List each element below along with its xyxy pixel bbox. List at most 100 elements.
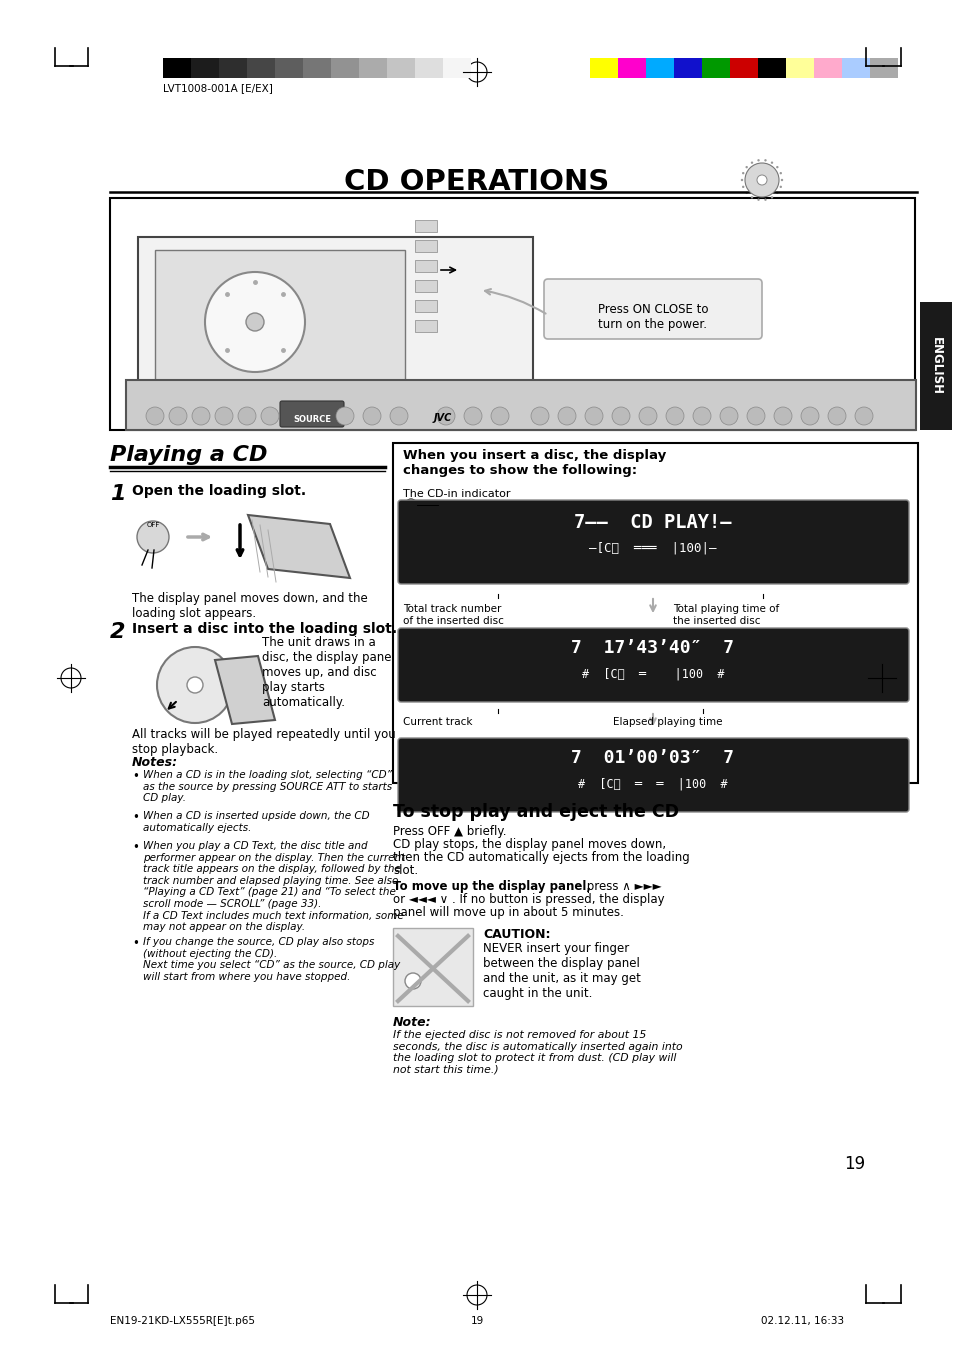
Text: slot.: slot.	[393, 865, 417, 877]
Text: •: •	[132, 811, 139, 824]
Circle shape	[776, 166, 778, 169]
Circle shape	[770, 196, 772, 199]
Text: Press ON CLOSE to
turn on the power.: Press ON CLOSE to turn on the power.	[598, 303, 707, 331]
Bar	[415, 240, 436, 253]
Bar	[358, 58, 387, 78]
Circle shape	[436, 407, 455, 426]
Circle shape	[780, 178, 782, 181]
Polygon shape	[248, 515, 350, 578]
Text: #  [Cי  ═    |100  #: # [Cי ═ |100 #	[581, 667, 723, 680]
Circle shape	[169, 407, 187, 426]
Bar	[813, 58, 841, 78]
Bar	[415, 300, 436, 312]
Circle shape	[584, 407, 602, 426]
Bar	[393, 928, 473, 1006]
Polygon shape	[214, 657, 274, 724]
Text: •: •	[132, 842, 139, 854]
Text: The CD-in indicator: The CD-in indicator	[402, 489, 510, 499]
Text: —[Cי  ═══  |100|—: —[Cי ═══ |100|—	[589, 540, 716, 554]
Text: Elapsed playing time: Elapsed playing time	[613, 717, 721, 727]
Text: 7——  CD PLAY!—: 7—— CD PLAY!—	[574, 513, 731, 532]
Bar	[387, 58, 415, 78]
Bar	[785, 58, 813, 78]
Circle shape	[665, 407, 683, 426]
Bar	[415, 320, 436, 332]
Text: Playing a CD: Playing a CD	[110, 444, 267, 465]
Circle shape	[491, 407, 509, 426]
Bar	[138, 236, 533, 405]
Circle shape	[146, 407, 164, 426]
Bar	[758, 58, 785, 78]
Bar	[729, 58, 758, 78]
Circle shape	[531, 407, 548, 426]
Text: Insert a disc into the loading slot.: Insert a disc into the loading slot.	[132, 621, 396, 636]
Circle shape	[744, 192, 747, 195]
Bar	[415, 280, 436, 292]
Circle shape	[757, 199, 759, 201]
Bar	[393, 443, 917, 784]
Bar	[415, 259, 436, 272]
Text: •: •	[132, 938, 139, 950]
Circle shape	[137, 521, 169, 553]
Circle shape	[157, 647, 233, 723]
Bar	[110, 199, 914, 430]
Circle shape	[763, 199, 766, 201]
Text: 7  01ʼ00ʼ03″  7: 7 01ʼ00ʼ03″ 7	[571, 748, 734, 767]
Circle shape	[405, 973, 420, 989]
Circle shape	[763, 159, 766, 162]
Circle shape	[750, 196, 753, 199]
FancyBboxPatch shape	[397, 500, 908, 584]
Text: 19: 19	[470, 1316, 483, 1325]
Text: 1: 1	[110, 484, 126, 504]
Text: CD play stops, the display panel moves down,: CD play stops, the display panel moves d…	[393, 838, 665, 851]
Circle shape	[205, 272, 305, 372]
Circle shape	[187, 677, 203, 693]
Circle shape	[741, 172, 743, 174]
Circle shape	[827, 407, 845, 426]
Text: Press OFF ▲ briefly.: Press OFF ▲ briefly.	[393, 825, 506, 838]
Bar	[191, 58, 219, 78]
Text: To stop play and eject the CD: To stop play and eject the CD	[393, 802, 679, 821]
Circle shape	[246, 313, 264, 331]
Circle shape	[776, 192, 778, 195]
Circle shape	[779, 185, 781, 188]
Circle shape	[770, 162, 772, 163]
FancyBboxPatch shape	[397, 628, 908, 703]
Text: OFF: OFF	[146, 521, 159, 528]
Text: EN19-21KD-LX555R[E]t.p65: EN19-21KD-LX555R[E]t.p65	[110, 1316, 254, 1325]
Text: Open the loading slot.: Open the loading slot.	[132, 484, 306, 499]
Bar	[126, 380, 915, 430]
Circle shape	[692, 407, 710, 426]
Text: When a CD is inserted upside down, the CD
automatically ejects.: When a CD is inserted upside down, the C…	[143, 811, 369, 832]
Bar	[331, 58, 358, 78]
Bar	[919, 303, 951, 430]
Text: press ∧ ►►►: press ∧ ►►►	[582, 880, 661, 893]
Circle shape	[558, 407, 576, 426]
Circle shape	[214, 407, 233, 426]
Circle shape	[192, 407, 210, 426]
Circle shape	[612, 407, 629, 426]
Text: Notes:: Notes:	[132, 757, 178, 769]
Text: 7  17ʼ43ʼ40″  7: 7 17ʼ43ʼ40″ 7	[571, 639, 734, 657]
Bar	[645, 58, 673, 78]
Text: •: •	[132, 770, 139, 784]
Text: If you change the source, CD play also stops
(without ejecting the CD).
Next tim: If you change the source, CD play also s…	[143, 938, 400, 982]
Circle shape	[720, 407, 738, 426]
Text: CD OPERATIONS: CD OPERATIONS	[344, 168, 609, 196]
Text: SOURCE: SOURCE	[293, 415, 331, 424]
Text: When you play a CD Text, the disc title and
performer appear on the display. The: When you play a CD Text, the disc title …	[143, 842, 405, 932]
Text: ENGLISH: ENGLISH	[928, 336, 942, 394]
Circle shape	[801, 407, 818, 426]
Bar	[154, 250, 405, 390]
Text: panel will move up in about 5 minutes.: panel will move up in about 5 minutes.	[393, 907, 623, 919]
Circle shape	[750, 162, 753, 163]
Circle shape	[744, 166, 747, 169]
Text: Total playing time of
the inserted disc: Total playing time of the inserted disc	[672, 604, 779, 626]
Bar	[841, 58, 869, 78]
Text: The display panel moves down, and the
loading slot appears.: The display panel moves down, and the lo…	[132, 592, 367, 620]
Text: 19: 19	[843, 1155, 864, 1173]
Bar	[869, 58, 897, 78]
Text: CAUTION:: CAUTION:	[482, 928, 550, 942]
Circle shape	[237, 407, 255, 426]
Text: Current track: Current track	[402, 717, 472, 727]
